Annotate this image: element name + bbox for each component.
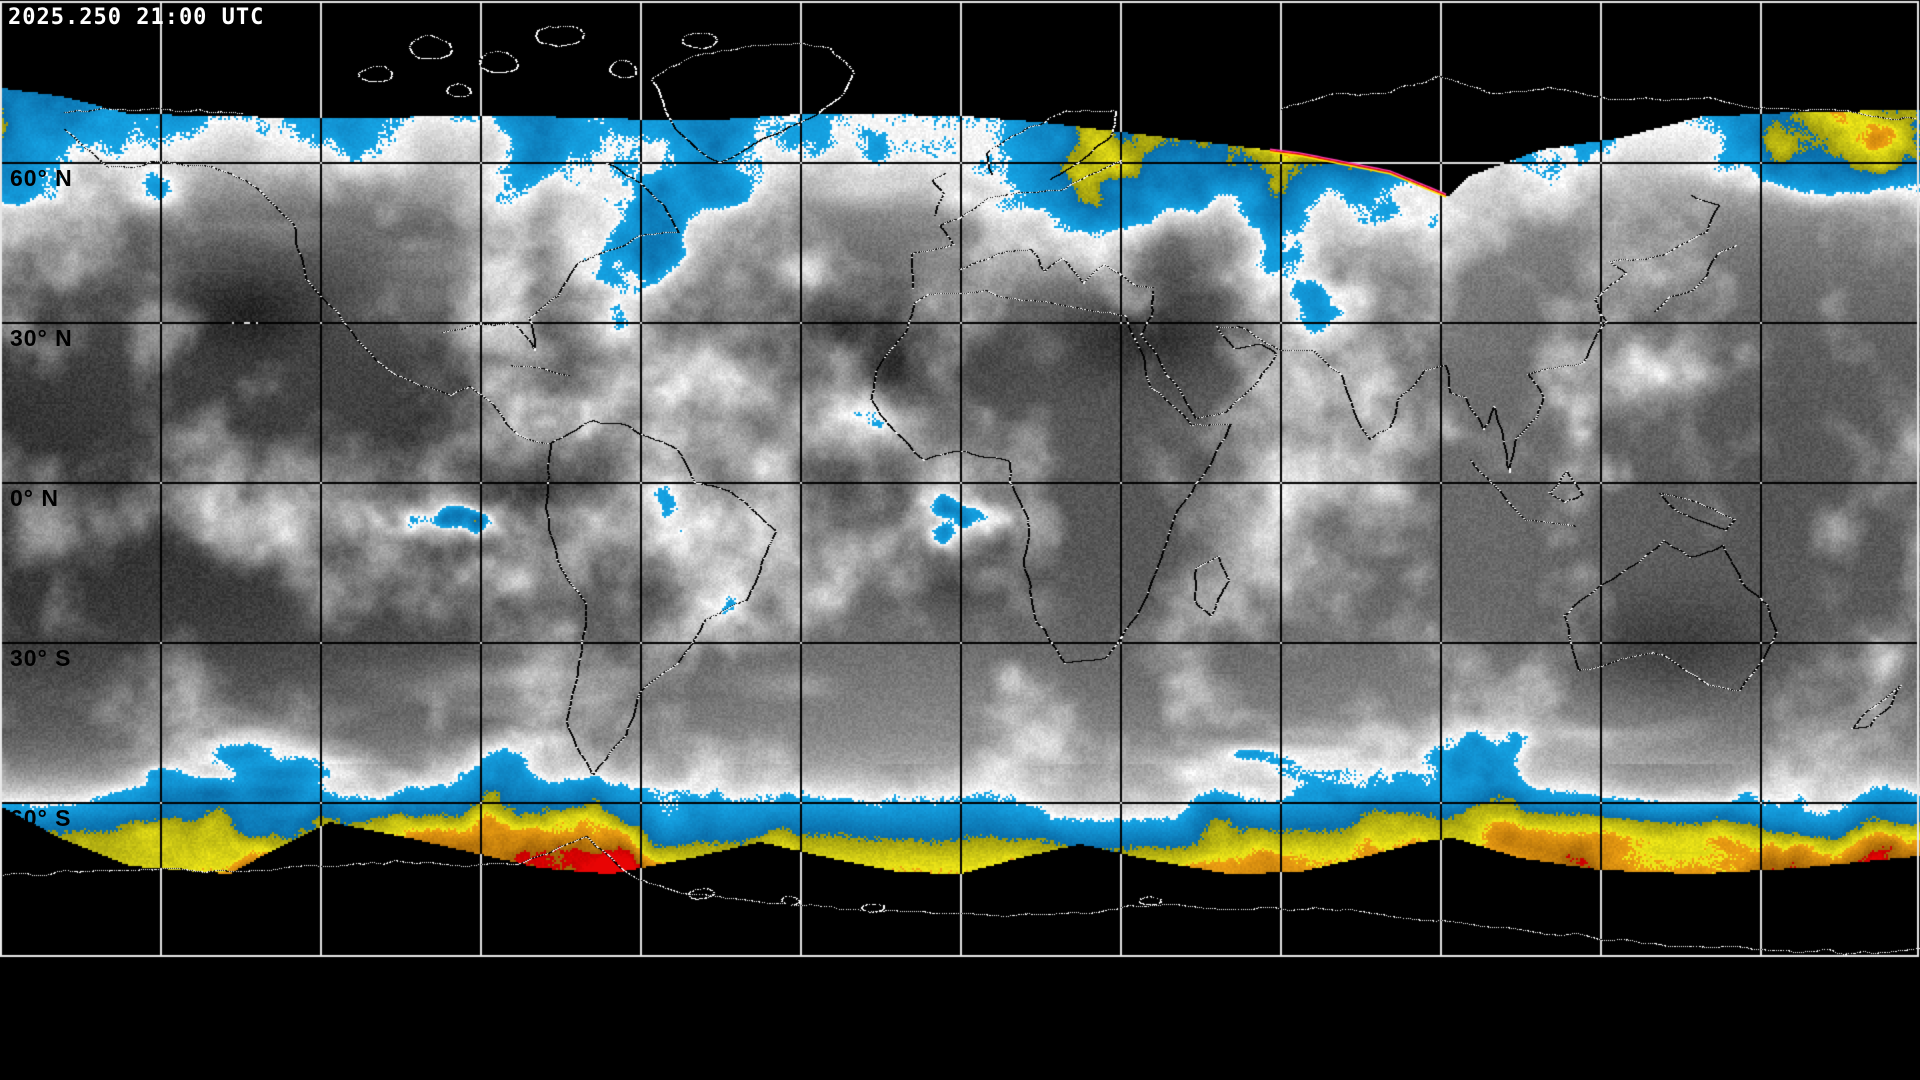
latitude-label-30s: 30° S: [10, 645, 72, 671]
latitude-label-60n: 60° N: [10, 165, 73, 191]
timestamp-label: 2025.250 21:00 UTC: [8, 5, 265, 30]
colorbar: 1801902002102202302402502602702802903003…: [0, 960, 1920, 1080]
latitude-label-30n: 30° N: [10, 325, 73, 351]
latitude-label-60s: 60° S: [10, 805, 72, 831]
satellite-ir-composite-map: [0, 0, 1920, 960]
latitude-label-0n: 0° N: [10, 485, 59, 511]
